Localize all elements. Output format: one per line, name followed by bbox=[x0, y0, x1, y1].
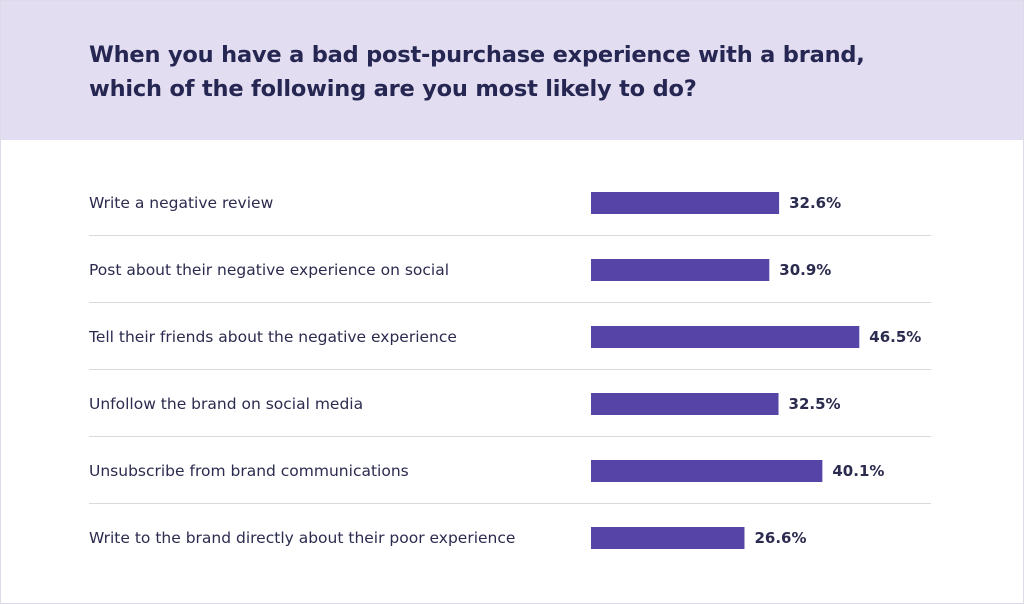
category-label: Unfollow the brand on social media bbox=[89, 395, 363, 413]
category-label: Write to the brand directly about their … bbox=[89, 529, 515, 547]
value-label: 30.9% bbox=[779, 261, 831, 279]
value-label: 26.6% bbox=[754, 529, 806, 547]
value-label: 40.1% bbox=[832, 462, 884, 480]
bar bbox=[591, 393, 779, 415]
value-label: 46.5% bbox=[869, 328, 921, 346]
bar bbox=[591, 460, 823, 482]
value-label: 32.6% bbox=[789, 194, 841, 212]
bar bbox=[591, 527, 745, 549]
chart-title: When you have a bad post-purchase experi… bbox=[89, 42, 865, 102]
category-label: Unsubscribe from brand communications bbox=[89, 462, 409, 480]
category-label: Post about their negative experience on … bbox=[89, 261, 449, 279]
chart-header: When you have a bad post-purchase experi… bbox=[1, 1, 1023, 140]
bar bbox=[591, 326, 860, 348]
category-label: Write a negative review bbox=[89, 194, 274, 212]
bar bbox=[591, 259, 770, 281]
category-label: Tell their friends about the negative ex… bbox=[88, 328, 457, 346]
value-label: 32.5% bbox=[789, 395, 841, 413]
bar bbox=[591, 192, 780, 214]
